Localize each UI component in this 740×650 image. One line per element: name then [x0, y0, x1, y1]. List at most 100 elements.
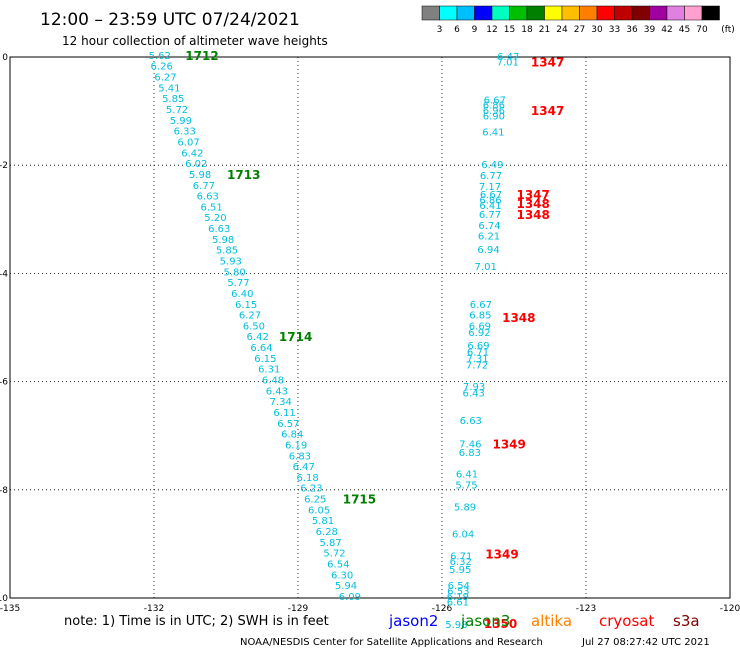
swh-value: 6.47	[293, 462, 315, 473]
legend-label: 36	[626, 25, 638, 35]
legend-label: 9	[472, 25, 478, 35]
swh-value: 6.11	[273, 408, 295, 419]
swh-value: 6.43	[266, 386, 288, 397]
swh-value: 5.41	[158, 83, 180, 94]
swh-value: 5.81	[312, 516, 334, 527]
legend-label: 30	[591, 25, 603, 35]
x-tick-label: -129	[288, 604, 309, 614]
chart-title: 12:00 – 23:59 UTC 07/24/2021	[40, 10, 300, 30]
pass-number-label: 1350	[484, 617, 517, 631]
legend-label: 42	[661, 25, 672, 35]
swh-value: 6.53	[447, 587, 469, 598]
legend-label: 18	[521, 25, 533, 35]
footer-note: note: 1) Time is in UTC; 2) SWH is in fe…	[64, 614, 329, 629]
legend-swatch	[684, 5, 703, 21]
y-tick-label: -4	[0, 269, 8, 279]
swh-value: 6.83	[459, 448, 481, 459]
swh-value: 6.19	[447, 592, 469, 603]
swh-value: 6.25	[304, 495, 326, 506]
legend-swatch	[666, 5, 685, 21]
x-tick-label: -135	[0, 604, 20, 614]
swh-value: 6.15	[254, 354, 276, 365]
y-tick-label: -6	[0, 378, 8, 388]
legend-label: 33	[609, 25, 620, 35]
swh-value: 6.67	[480, 190, 502, 201]
swh-value: 5.20	[204, 213, 226, 224]
swh-value: 7.34	[270, 397, 292, 408]
swh-value: 6.77	[479, 210, 501, 221]
swh-value: 6.27	[154, 73, 176, 84]
swh-value: 6.02	[185, 159, 207, 170]
legend-label: 27	[574, 25, 585, 35]
swh-value: 6.30	[331, 570, 353, 581]
pass-number-label: 1347	[531, 55, 564, 69]
swh-value: 6.69	[467, 341, 489, 352]
plot-frame	[9, 56, 731, 599]
swh-value: 6.61	[447, 597, 469, 608]
satellite-label-jason2: jason2	[388, 612, 438, 630]
y-tick-label: -10	[0, 594, 8, 604]
swh-value: 6.40	[231, 289, 253, 300]
swh-value: 6.43	[463, 389, 485, 400]
swh-value: 6.19	[285, 440, 307, 451]
footer: note: 1) Time is in UTC; 2) SWH is in fe…	[64, 612, 710, 648]
footer-credit: NOAA/NESDIS Center for Satellite Applica…	[240, 637, 543, 648]
swh-value: 6.28	[316, 527, 338, 538]
swh-value: 6.33	[174, 127, 196, 138]
series-cryosat: 6.477.016.676.866.966.906.416.496.777.17…	[445, 52, 564, 631]
legend-swatch	[561, 5, 580, 21]
swh-value: 5.89	[454, 503, 476, 514]
pass-number-label: 1348	[502, 311, 535, 325]
swh-value: 6.64	[250, 343, 272, 354]
swh-value: 7.46	[459, 439, 481, 450]
pass-number-label: 1714	[279, 330, 312, 344]
swh-value: 6.26	[151, 62, 173, 73]
legend-swatch	[456, 5, 475, 21]
swh-value: 5.98	[212, 235, 234, 246]
legend-swatch	[631, 5, 650, 21]
swh-value: 6.67	[470, 300, 492, 311]
swh-value: 6.05	[308, 505, 330, 516]
swh-value: 7.17	[479, 182, 501, 193]
swh-value: 6.63	[208, 224, 230, 235]
swh-value: 5.87	[320, 538, 342, 549]
pass-number-label: 1712	[185, 49, 218, 63]
legend-swatch	[474, 5, 493, 21]
swh-value: 6.86	[483, 101, 505, 112]
satellite-legend: jason2 jason3 altika cryosat s3a	[388, 612, 700, 630]
swh-value: 6.83	[289, 451, 311, 462]
swh-value: 7.31	[466, 354, 488, 365]
swh-value: 5.98	[445, 620, 467, 631]
swh-value: 5.98	[189, 170, 211, 181]
swh-value: 6.23	[300, 484, 322, 495]
pass-number-label: 1713	[227, 168, 260, 182]
swh-value: 6.09	[339, 592, 361, 603]
swh-value: 6.54	[448, 581, 470, 592]
swh-value: 6.77	[193, 181, 215, 192]
x-tick-label: -123	[576, 604, 596, 614]
swh-value: 5.93	[220, 256, 242, 267]
legend-swatch	[491, 5, 510, 21]
swh-value: 5.80	[224, 267, 246, 278]
legend-swatch	[526, 5, 545, 21]
legend-swatch	[614, 5, 633, 21]
swh-value: 6.47	[497, 52, 519, 63]
swh-value: 6.63	[197, 192, 219, 203]
legend-swatch	[701, 5, 720, 21]
swh-value: 6.07	[177, 137, 199, 148]
legend-label: 45	[679, 25, 690, 35]
swh-value: 6.15	[235, 300, 257, 311]
swh-value: 7.01	[497, 57, 519, 68]
pass-number-label: 1349	[492, 437, 525, 451]
swh-value: 5.72	[323, 549, 345, 560]
header: 12:00 – 23:59 UTC 07/24/2021 12 hour col…	[40, 10, 328, 48]
x-tick-label: -120	[720, 604, 740, 614]
swh-value: 5.99	[170, 116, 192, 127]
swh-value: 6.77	[480, 171, 502, 182]
swh-value: 6.48	[262, 376, 284, 387]
legend-label: 24	[556, 25, 568, 35]
swh-value: 5.77	[227, 278, 249, 289]
swh-value: 6.96	[483, 106, 505, 117]
swh-value: 6.18	[296, 473, 318, 484]
swh-value: 6.63	[460, 416, 482, 427]
